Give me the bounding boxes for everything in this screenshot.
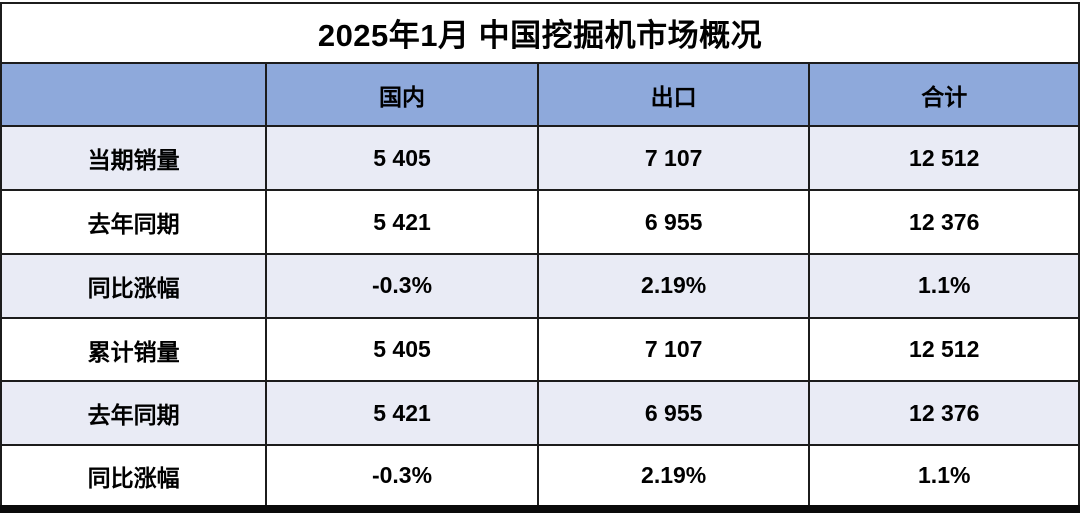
cell-domestic: 5 405: [265, 316, 539, 383]
table-row: 去年同期 5 421 6 955 12 376: [0, 380, 1080, 447]
row-label: 同比涨幅: [0, 444, 268, 513]
cell-domestic: -0.3%: [265, 252, 539, 319]
table-title-row: 2025年1月 中国挖掘机市场概况: [0, 2, 1080, 64]
page-title: 2025年1月 中国挖掘机市场概况: [0, 2, 1080, 64]
table-row: 去年同期 5 421 6 955 12 376: [0, 189, 1080, 255]
row-label: 去年同期: [0, 189, 268, 255]
cell-export: 6 955: [536, 380, 811, 447]
table-row: 当期销量 5 405 7 107 12 512: [0, 125, 1080, 192]
cell-domestic: 5 421: [265, 380, 539, 447]
cell-total: 1.1%: [808, 252, 1080, 319]
cell-domestic: -0.3%: [265, 444, 539, 513]
table-row: 同比涨幅 -0.3% 2.19% 1.1%: [0, 252, 1080, 319]
row-label: 累计销量: [0, 316, 268, 383]
cell-total: 12 512: [808, 125, 1080, 192]
cell-total: 1.1%: [808, 444, 1080, 513]
table-row: 同比涨幅 -0.3% 2.19% 1.1%: [0, 444, 1080, 513]
cell-export: 2.19%: [536, 252, 811, 319]
header-cell-total: 合计: [808, 61, 1080, 128]
header-cell-export: 出口: [536, 61, 811, 128]
row-label: 去年同期: [0, 380, 268, 447]
cell-domestic: 5 405: [265, 125, 539, 192]
cell-domestic: 5 421: [265, 189, 539, 255]
cell-total: 12 376: [808, 380, 1080, 447]
header-cell-blank: [0, 61, 268, 128]
header-cell-domestic: 国内: [265, 61, 539, 128]
cell-export: 2.19%: [536, 444, 811, 513]
table-header-row: 国内 出口 合计: [0, 61, 1080, 128]
row-label: 当期销量: [0, 125, 268, 192]
cell-export: 6 955: [536, 189, 811, 255]
cell-export: 7 107: [536, 316, 811, 383]
table-row: 累计销量 5 405 7 107 12 512: [0, 316, 1080, 383]
row-label: 同比涨幅: [0, 252, 268, 319]
cell-total: 12 376: [808, 189, 1080, 255]
cell-total: 12 512: [808, 316, 1080, 383]
cell-export: 7 107: [536, 125, 811, 192]
